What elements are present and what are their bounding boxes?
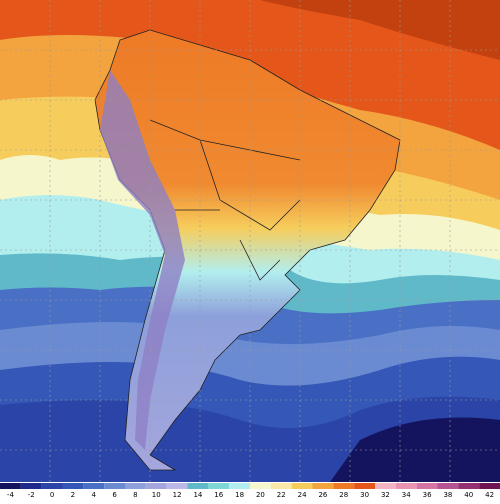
colorbar-swatch [479,483,500,489]
colorbar-tick-label: 4 [92,491,97,499]
colorbar-tick-label: 30 [360,491,369,499]
colorbar-tick-label: 16 [214,491,223,499]
colorbar-swatch [41,483,63,489]
colorbar-swatch [229,483,250,489]
colorbar-swatch [416,483,438,489]
colorbar-swatch [104,483,125,489]
colorbar-swatch [354,483,375,489]
colorbar-swatch [458,483,480,489]
colorbar-tick-label: 42 [485,491,494,499]
colorbar-swatch [187,483,209,489]
colorbar-swatch [270,483,292,489]
colorbar-tick-label: 8 [133,491,137,499]
colorbar-tick-label: 10 [152,491,161,499]
colorbar-tick-label: 40 [464,491,473,499]
colorbar-tick-label: 20 [256,491,265,499]
colorbar-tick-label: 38 [443,491,452,499]
colorbar-swatch [291,483,313,489]
colorbar-swatch [250,483,271,489]
colorbar-swatch [395,483,417,489]
colorbar-swatch [83,483,105,489]
colorbar-swatch [62,483,84,489]
colorbar-swatch [312,483,334,489]
colorbar-tick-label: 24 [298,491,307,499]
continent [94,29,401,471]
colorbar: -4 -2 0 2 4 6 8 10 12 14 16 18 20 22 24 26 28 30 32 34 36 38 4… [0,483,500,499]
colorbar-tick-label: -4 [7,491,15,499]
colorbar-swatch [333,483,355,489]
grid [0,0,500,482]
colorbar-tick-label: 12 [173,491,182,499]
colorbar-tick-label: 18 [235,491,244,499]
colorbar-swatch [125,483,146,489]
colorbar-tick-label: -2 [28,491,35,499]
colorbar-tick-label: 14 [193,491,202,499]
colorbar-tick-label: 28 [339,491,348,499]
colorbar-swatch [166,483,188,489]
colorbar-swatch [145,483,167,489]
colorbar-tick-label: 36 [423,491,432,499]
colorbar-tick-label: 32 [381,491,390,499]
colorbar-swatch [437,483,459,489]
colorbar-tick-label: 22 [277,491,286,499]
colorbar-tick-label: 0 [50,491,54,499]
colorbar-tick-label: 26 [318,491,327,499]
colorbar-swatch [20,483,42,489]
colorbar-tick-label: 34 [402,491,411,499]
colorbar-swatch [208,483,230,489]
colorbar-tick-label: 2 [71,491,75,499]
colorbar-swatch [375,483,396,489]
colorbar-swatch [0,483,21,489]
colorbar-tick-label: 6 [112,491,117,499]
